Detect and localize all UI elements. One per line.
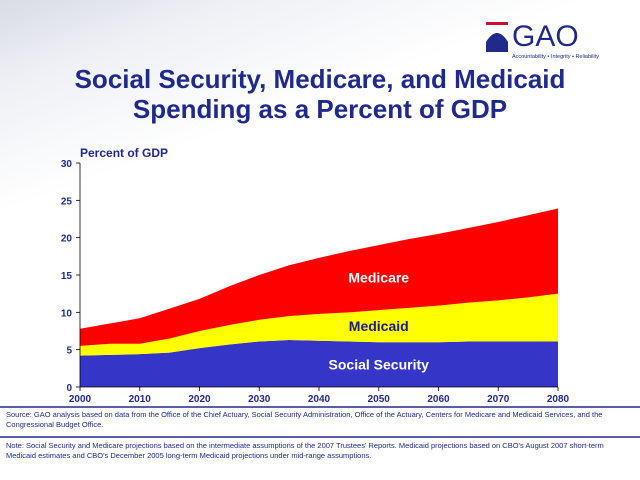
x-tick-label: 2080 [547, 394, 570, 405]
plot: Social SecurityMedicaidMedicare051015202… [61, 159, 570, 405]
logo-dome [486, 33, 508, 42]
chart-title: Social Security, Medicare, and Medicaid … [74, 64, 566, 124]
area [80, 293, 558, 356]
x-tick-label: 2050 [368, 394, 391, 405]
y-tick-label: 5 [66, 346, 72, 357]
x-tick-label: 2030 [248, 394, 271, 405]
x-tick-label: 2060 [427, 394, 450, 405]
x-tick-label: 2040 [308, 394, 331, 405]
source-note: Source: GAO analysis based on data from … [6, 410, 603, 429]
x-tick-label: 2010 [129, 394, 152, 405]
series-label: Medicare [348, 270, 409, 286]
series-label: Social Security [329, 357, 430, 373]
y-tick-label: 15 [61, 271, 73, 282]
y-tick-label: 0 [66, 383, 72, 394]
x-tick-label: 2070 [487, 394, 510, 405]
logo-base [486, 42, 508, 52]
x-tick-label: 2000 [69, 394, 92, 405]
x-tick-label: 2020 [188, 394, 211, 405]
y-tick-label: 20 [61, 234, 73, 245]
area [80, 208, 558, 346]
y-tick-label: 25 [61, 196, 73, 207]
series-label: Medicaid [349, 318, 409, 334]
area [80, 339, 558, 387]
logo-text: GAO [512, 20, 579, 53]
y-tick-label: 30 [61, 159, 73, 170]
y-axis-label: Percent of GDP [80, 146, 168, 160]
y-tick-label: 10 [61, 308, 73, 319]
logo-tagline: Accountability • Integrity • Reliability [512, 54, 599, 60]
note: Note: Social Security and Medicare proje… [6, 441, 604, 460]
logo: GAO Accountability • Integrity • Reliabi… [486, 20, 599, 60]
logo-stripe [486, 22, 508, 25]
